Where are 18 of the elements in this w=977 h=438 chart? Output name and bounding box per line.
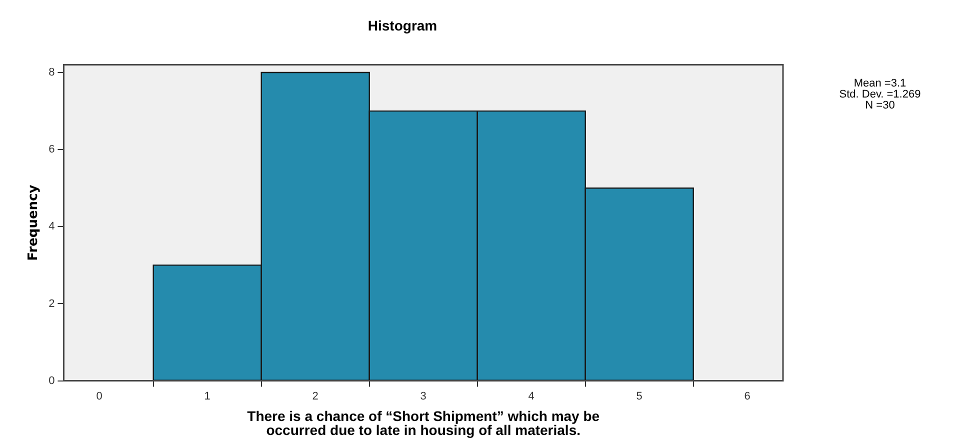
- y-tick-label: 2: [48, 298, 55, 310]
- x-tick-label: 2: [312, 390, 318, 402]
- text: Std. Dev. =1.269: [839, 88, 921, 101]
- y-axis-title: Frequency: [26, 184, 42, 261]
- text: Mean =3.1: [854, 78, 906, 90]
- y-tick-label: 0: [48, 374, 55, 387]
- x-axis-title: There is a chance of “Short Shipment” which may be occurred due to late in housing of all materials.: [247, 408, 600, 438]
- text: N =30: [865, 100, 895, 112]
- x-tick-label: 4: [528, 390, 534, 402]
- x-tick-label: 5: [636, 390, 642, 402]
- x-tick-label: 3: [420, 390, 426, 402]
- chart-title: Histogram: [368, 17, 438, 34]
- y-tick-label: 6: [48, 144, 55, 156]
- x-tick-label: 1: [204, 390, 210, 402]
- y-tick-label: 8: [48, 66, 55, 79]
- y-tick-label: 4: [48, 220, 55, 233]
- x-tick-label: 0: [96, 390, 102, 402]
- x-tick-label: 6: [744, 390, 750, 402]
